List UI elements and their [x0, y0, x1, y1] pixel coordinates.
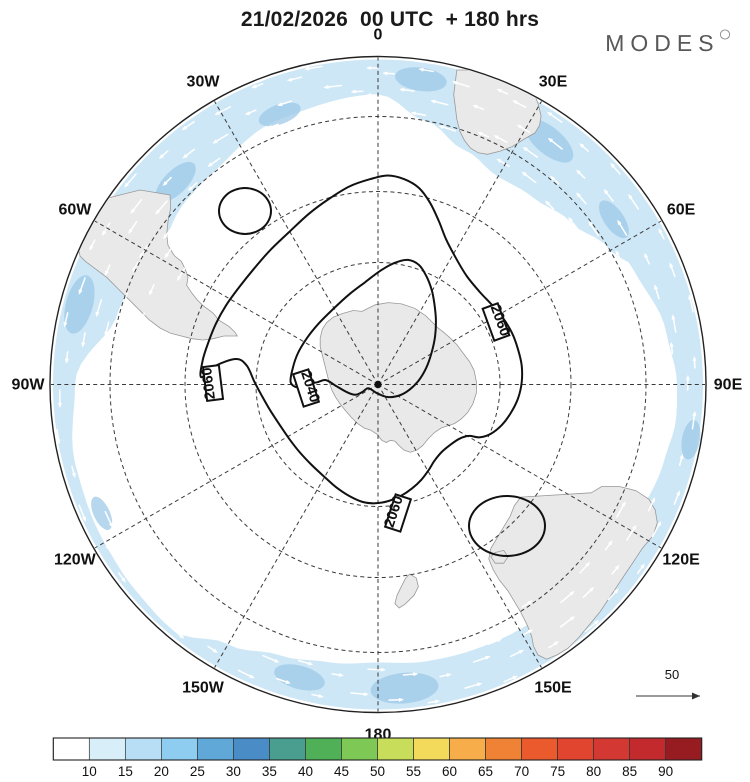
svg-text:50: 50	[665, 667, 679, 682]
